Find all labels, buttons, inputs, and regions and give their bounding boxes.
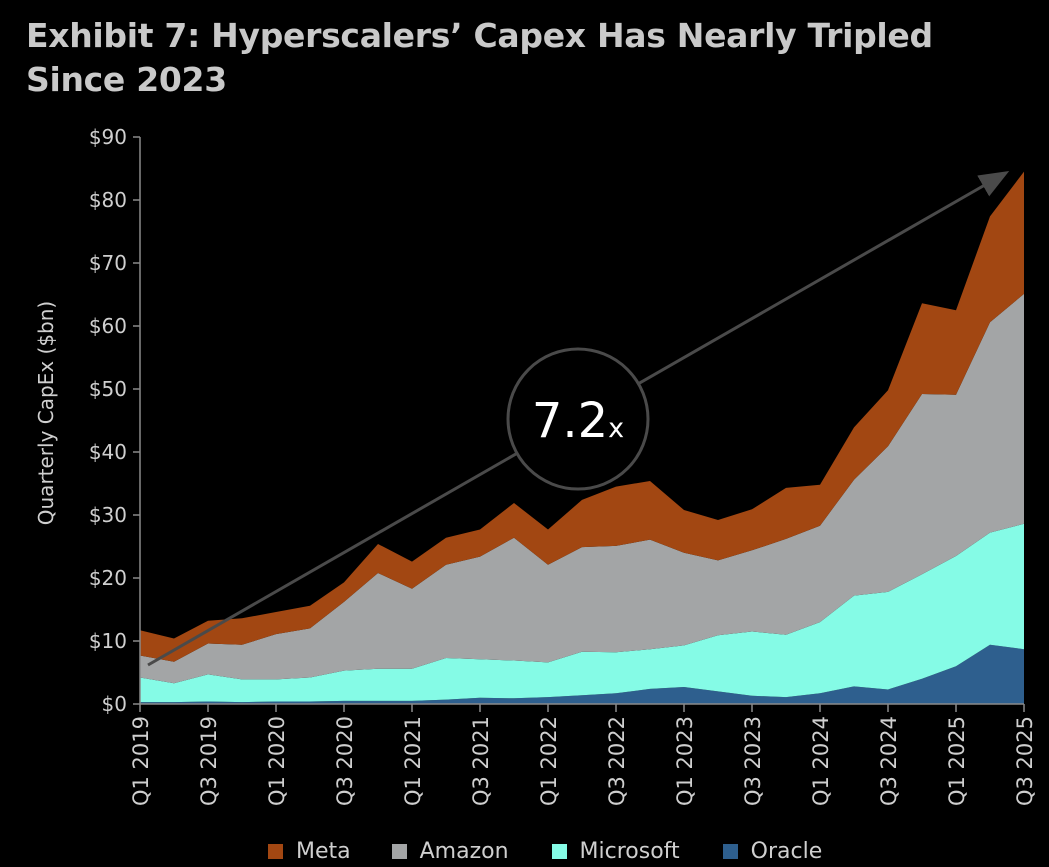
x-tick-label: Q1 2022 — [537, 716, 561, 806]
x-tick-label: Q3 2024 — [877, 716, 901, 806]
y-tick-label: $80 — [89, 188, 127, 212]
y-tick-label: $70 — [89, 251, 127, 275]
x-tick-label: Q3 2019 — [197, 716, 221, 806]
area-amazon — [140, 293, 1024, 684]
y-tick-label: $60 — [89, 314, 127, 338]
legend-swatch-microsoft — [551, 843, 567, 859]
y-tick-label: $40 — [89, 440, 127, 464]
area-series-group — [140, 171, 1024, 704]
legend-swatch-oracle — [722, 843, 738, 859]
x-tick-label: Q1 2021 — [401, 716, 425, 806]
legend-item-microsoft: Microsoft — [551, 838, 680, 864]
legend-swatch-amazon — [391, 843, 407, 859]
y-tick-label: $30 — [89, 503, 127, 527]
chart-title-line-1: Exhibit 7: Hyperscalers’ Capex Has Nearl… — [26, 16, 933, 55]
legend-item-amazon: Amazon — [391, 838, 509, 864]
y-tick-label: $10 — [89, 629, 127, 653]
x-tick-label: Q3 2023 — [741, 716, 765, 806]
legend-item-meta: Meta — [268, 839, 351, 864]
x-tick-label: Q3 2025 — [1013, 716, 1037, 806]
x-tick-label: Q1 2024 — [809, 716, 833, 806]
chart-title-line-2: Since 2023 — [26, 60, 227, 99]
y-tick-label: $0 — [102, 692, 127, 716]
area-microsoft — [140, 523, 1024, 703]
growth-callout-circle — [506, 347, 650, 491]
x-tick-label: Q1 2025 — [945, 716, 969, 806]
legend-label-oracle: Oracle — [750, 838, 823, 864]
y-tick-label: $20 — [89, 566, 127, 590]
growth-multiple-label: 7.2x — [532, 393, 624, 449]
x-tick-label: Q3 2020 — [333, 716, 357, 806]
legend-item-oracle: Oracle — [722, 838, 823, 864]
x-tick-label: Q1 2020 — [265, 716, 289, 806]
y-tick-label: $50 — [89, 377, 127, 401]
legend-label-meta: Meta — [296, 838, 351, 864]
axes-group: $0 $10 $20 $30 $40 $50 $60 $70 $80 $90 Q1 2019 Q3 2… — [89, 125, 1037, 806]
y-tick-label: $90 — [89, 125, 127, 149]
y-axis-title: Quarterly CapEx ($bn) — [34, 301, 58, 525]
legend-swatch-meta — [268, 843, 283, 859]
legend: Meta Amazon Microsoft Oracle — [268, 836, 822, 866]
x-tick-label: Q1 2019 — [129, 716, 153, 806]
x-tick-label: Q3 2022 — [605, 716, 629, 806]
legend-label-amazon: Amazon — [419, 838, 509, 864]
chart-title: Exhibit 7: Hyperscalers’ Capex Has Nearl… — [26, 14, 1026, 102]
growth-multiple-unit: x — [608, 413, 624, 444]
growth-multiple-value: 7.2 — [532, 393, 608, 449]
growth-annotation: 7.2x — [147, 171, 1010, 667]
x-tick-label: Q3 2021 — [469, 716, 493, 806]
legend-label-microsoft: Microsoft — [579, 838, 680, 864]
x-tick-label: Q1 2023 — [673, 716, 697, 806]
area-oracle — [140, 644, 1024, 704]
